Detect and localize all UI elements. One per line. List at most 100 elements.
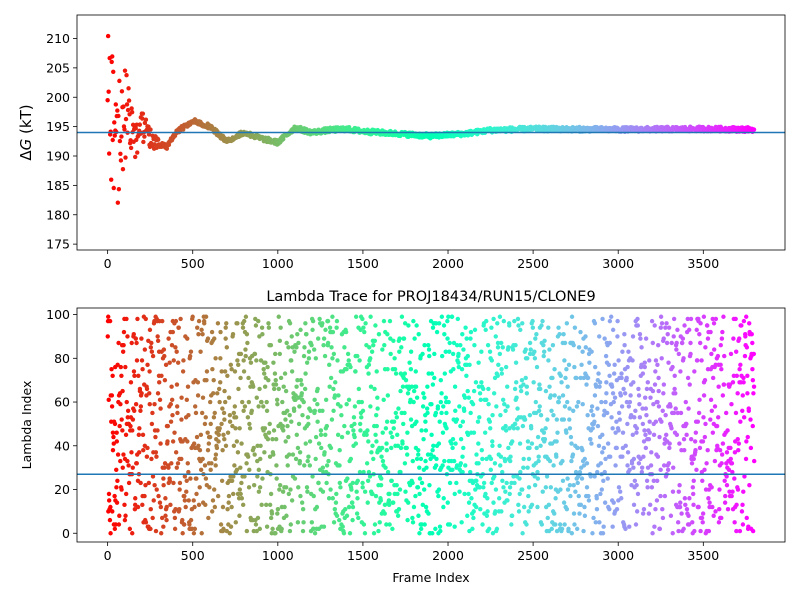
lambda-point [649,485,655,490]
lambda-point [121,329,127,335]
lambda-point [192,504,197,510]
lambda-point [685,316,690,322]
lambda-point [558,373,563,378]
lambda-point [700,511,706,516]
lambda-point [234,467,240,473]
lambda-point [735,437,740,442]
lambda-point [429,371,435,376]
lambda-point [116,522,122,527]
lambda-point [658,325,664,330]
lambda-point [329,417,335,422]
lambda-point [340,524,345,529]
lambda-point [140,367,145,372]
lambda-point [343,329,349,335]
lambda-point [324,480,329,486]
lambda-point [525,356,530,361]
lambda-point [655,399,660,405]
lambda-point [110,509,115,514]
lambda-point [430,447,435,453]
lambda-point [399,314,405,319]
lambda-point [339,412,344,418]
lambda-point [520,423,526,429]
lambda-point [394,415,400,420]
lambda-point [557,332,562,337]
lambda-point [334,318,340,324]
lambda-point [110,373,115,378]
lambda-point [155,428,160,433]
lambda-point [380,458,386,464]
lambda-point [307,439,313,444]
lambda-point [384,441,389,446]
lambda-point [211,377,216,383]
lambda-point [324,463,330,468]
lambda-point [275,511,280,516]
lambda-point [605,441,611,446]
lambda-point [229,504,234,510]
lambda-point [488,426,493,431]
lambda-point [276,386,281,392]
lambda-point [243,353,248,359]
lambda-point [242,474,247,479]
lambda-point [172,430,177,435]
lambda-point [430,531,435,536]
lambda-point [259,502,264,508]
lambda-point [527,351,533,357]
lambda-point [658,493,663,499]
lambda-point [330,496,335,501]
lambda-point [711,321,717,326]
lambda-point [475,419,481,424]
lambda-point [398,388,403,394]
lambda-point [460,454,465,459]
lambda-point [477,485,482,490]
top-x-tick-label: 2000 [432,256,464,271]
lambda-point [654,478,660,483]
lambda-point [499,367,504,372]
lambda-point [375,395,380,400]
lambda-point [240,502,246,508]
lambda-point [642,364,648,370]
lambda-point [688,340,693,346]
lambda-point [236,362,241,368]
lambda-point [699,515,705,521]
top-x-tick-label: 500 [181,256,205,271]
lambda-point [708,417,713,422]
lambda-point [638,336,643,341]
lambda-point [441,504,446,510]
lambda-point [288,487,293,492]
lambda-point [483,327,488,333]
lambda-point [178,316,183,322]
lambda-point [752,458,757,464]
lambda-point [717,487,722,492]
lambda-point [251,482,257,488]
lambda-point [498,412,503,418]
lambda-point [243,347,248,352]
lambda-point [147,369,152,374]
lambda-point [387,318,393,324]
lambda-point [431,443,436,448]
lambda-point [594,384,599,389]
lambda-point [517,441,523,446]
lambda-point [418,526,424,532]
lambda-point [405,517,410,523]
lambda-point [164,504,169,510]
lambda-point [371,342,376,348]
lambda-point [691,502,696,508]
lambda-point [722,353,727,359]
lambda-point [584,485,590,490]
lambda-point [627,399,633,405]
lambda-points [105,314,757,536]
lambda-point [139,336,144,341]
lambda-point [472,327,478,333]
lambda-point [485,342,491,348]
lambda-point [330,329,336,335]
lambda-point [750,423,755,429]
lambda-point [599,487,605,492]
lambda-point [710,316,715,322]
lambda-point [264,399,269,405]
lambda-point [630,358,635,363]
lambda-point [267,502,273,508]
lambda-point [631,380,636,385]
lambda-point [216,432,221,438]
lambda-point [465,353,470,359]
lambda-point [157,380,162,385]
